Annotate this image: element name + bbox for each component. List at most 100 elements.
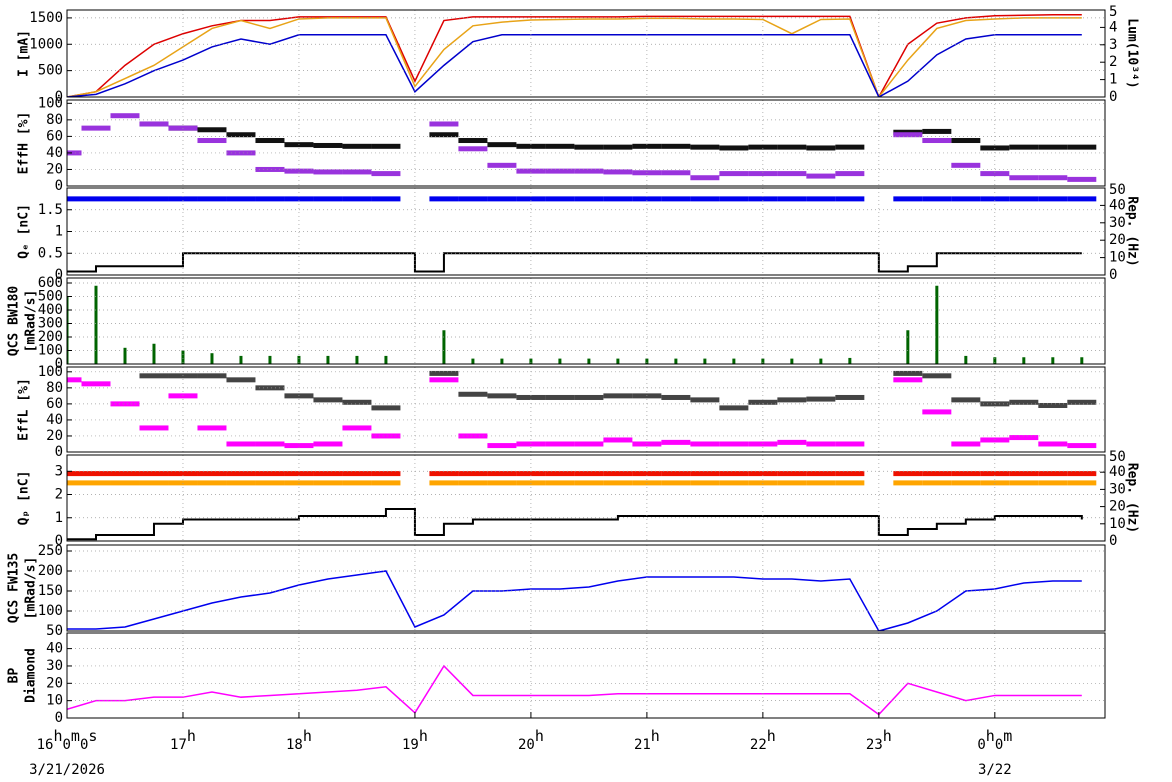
point-cloud xyxy=(1009,144,1039,150)
y-axis-label: QCS FW135 xyxy=(7,553,22,623)
y-axis-label: Qₚ [nC] xyxy=(17,471,32,526)
point-cloud xyxy=(980,471,1010,477)
y2-tick-label: 10 xyxy=(1109,250,1126,266)
point-cloud xyxy=(806,480,836,486)
y-axis-label: I [mA] xyxy=(17,30,32,77)
y-tick-label: 20 xyxy=(46,161,63,177)
point-cloud xyxy=(690,196,720,202)
panel xyxy=(67,570,1082,631)
point-cloud xyxy=(719,196,749,202)
point-cloud xyxy=(777,439,807,445)
y-tick-label: 10 xyxy=(46,693,63,709)
point-cloud xyxy=(110,471,140,477)
point-cloud xyxy=(777,471,807,477)
point-cloud xyxy=(255,471,285,477)
point-cloud xyxy=(777,196,807,202)
point-cloud xyxy=(458,196,488,202)
y-tick-label: 100 xyxy=(38,603,63,619)
y-axis-label: Diamond xyxy=(24,648,39,703)
point-cloud xyxy=(835,171,865,177)
panel xyxy=(67,285,1084,364)
point-cloud xyxy=(1038,441,1068,447)
point-cloud xyxy=(342,399,372,405)
point-cloud xyxy=(313,471,343,477)
point-cloud xyxy=(1038,196,1068,202)
point-cloud xyxy=(284,443,314,449)
y2-tick-label: 30 xyxy=(1109,481,1126,497)
point-cloud xyxy=(168,196,198,202)
y-tick-label: 40 xyxy=(46,641,63,657)
point-cloud xyxy=(748,171,778,177)
y-tick-label: 0 xyxy=(55,356,63,372)
y-axis-label: EffH [%] xyxy=(17,112,32,175)
point-cloud xyxy=(487,471,517,477)
y-tick-label: 200 xyxy=(38,329,63,345)
y-tick-label: 40 xyxy=(46,412,63,428)
y-tick-label: 80 xyxy=(46,112,63,128)
point-cloud xyxy=(371,171,401,177)
point-cloud xyxy=(458,433,488,439)
panel xyxy=(67,196,1097,273)
point-cloud xyxy=(255,385,285,391)
point-cloud xyxy=(371,143,401,149)
y-tick-label: 1000 xyxy=(29,36,63,52)
point-cloud xyxy=(110,401,140,407)
point-cloud xyxy=(429,196,459,202)
point-cloud xyxy=(632,196,662,202)
point-cloud xyxy=(516,143,546,149)
point-cloud xyxy=(226,441,256,447)
point-cloud xyxy=(893,471,923,477)
y2-axis-label: Lum(10³⁴) xyxy=(1125,18,1140,88)
point-cloud xyxy=(922,373,952,379)
point-cloud xyxy=(545,480,575,486)
point-cloud xyxy=(371,480,401,486)
point-cloud xyxy=(197,373,227,379)
point-cloud xyxy=(835,196,865,202)
point-cloud xyxy=(342,169,372,175)
point-cloud xyxy=(980,171,1010,177)
y-tick-label: 500 xyxy=(38,288,63,304)
point-cloud xyxy=(81,196,111,202)
y-tick-label: 0 xyxy=(55,267,63,283)
point-cloud xyxy=(574,441,604,447)
point-cloud xyxy=(313,397,343,403)
point-cloud xyxy=(226,377,256,383)
panel xyxy=(67,664,1082,716)
date-label: 3/22 xyxy=(978,762,1012,778)
y-tick-label: 400 xyxy=(38,302,63,318)
point-cloud xyxy=(226,480,256,486)
point-cloud xyxy=(835,144,865,150)
point-cloud xyxy=(661,471,691,477)
point-cloud xyxy=(980,196,1010,202)
panel xyxy=(67,113,1097,182)
y-tick-label: 300 xyxy=(38,315,63,331)
y-tick-label: 250 xyxy=(38,543,63,559)
y-tick-label: 100 xyxy=(38,342,63,358)
point-cloud xyxy=(255,138,285,144)
x-tick-label: 23h xyxy=(866,727,892,754)
point-cloud xyxy=(1067,196,1097,202)
point-cloud xyxy=(313,142,343,148)
point-cloud xyxy=(574,196,604,202)
y-tick-label: 100 xyxy=(38,95,63,111)
point-cloud xyxy=(313,169,343,175)
y-tick-label: 150 xyxy=(38,583,63,599)
point-cloud xyxy=(1067,144,1097,150)
point-cloud xyxy=(893,480,923,486)
point-cloud xyxy=(603,169,633,175)
y-tick-label: 50 xyxy=(46,623,63,639)
panel-frame xyxy=(66,9,1106,98)
y-axis-label: [mRad/s] xyxy=(24,290,39,353)
point-cloud xyxy=(110,480,140,486)
point-cloud xyxy=(922,196,952,202)
point-cloud xyxy=(980,145,1010,151)
point-cloud xyxy=(255,441,285,447)
point-cloud xyxy=(545,168,575,174)
panel-frame xyxy=(66,99,1106,187)
point-cloud xyxy=(487,142,517,148)
point-cloud xyxy=(487,196,517,202)
y2-tick-label: 1 xyxy=(1109,72,1117,88)
point-cloud xyxy=(67,480,82,486)
point-cloud xyxy=(719,480,749,486)
